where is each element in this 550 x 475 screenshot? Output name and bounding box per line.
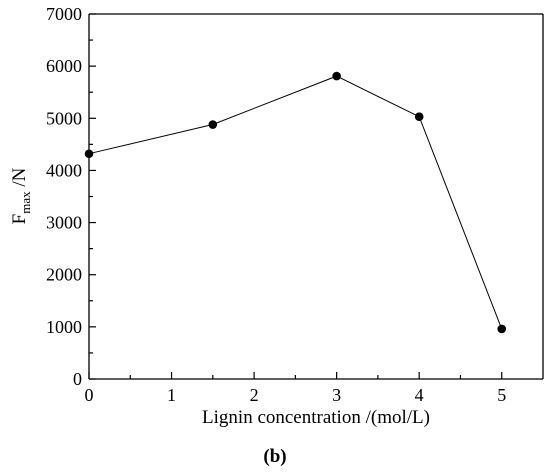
y-tick-label: 3000	[46, 213, 82, 233]
series	[84, 71, 507, 334]
y-axis-title-main: F	[9, 214, 30, 225]
x-tick-label: 2	[250, 385, 259, 405]
y-tick-label: 2000	[46, 265, 82, 285]
data-point	[84, 149, 94, 159]
data-point	[497, 324, 507, 334]
x-tick-label: 1	[167, 385, 176, 405]
x-axis-title: Lignin concentration /(mol/L)	[202, 407, 430, 428]
x-tick-label: 4	[415, 385, 424, 405]
y-tick-label: 6000	[46, 56, 82, 76]
y-tick-label: 0	[73, 369, 82, 389]
plot-frame	[88, 13, 544, 380]
data-point	[332, 71, 341, 81]
series-line	[88, 75, 503, 330]
x-tick-label: 0	[85, 385, 94, 405]
panel-label: (b)	[263, 446, 286, 467]
data-point	[208, 120, 218, 129]
y-tick-label: 1000	[46, 317, 82, 337]
x-tick-label: 5	[497, 385, 506, 405]
y-tick-label: 4000	[46, 160, 82, 180]
x-tick-label: 3	[332, 385, 341, 405]
y-tick-label: 5000	[46, 108, 82, 128]
y-axis-title-unit: /N	[9, 167, 30, 191]
y-tick-label: 7000	[46, 4, 82, 24]
ticks	[88, 13, 503, 380]
tick-labels: 0 1 2 3 4 5 0 1000 2000 3000 4000 5000 6000 7000	[46, 4, 506, 405]
y-axis-title: Fmax /N	[9, 167, 33, 224]
data-point	[414, 112, 424, 122]
y-axis-title-subscript: max	[18, 191, 33, 214]
